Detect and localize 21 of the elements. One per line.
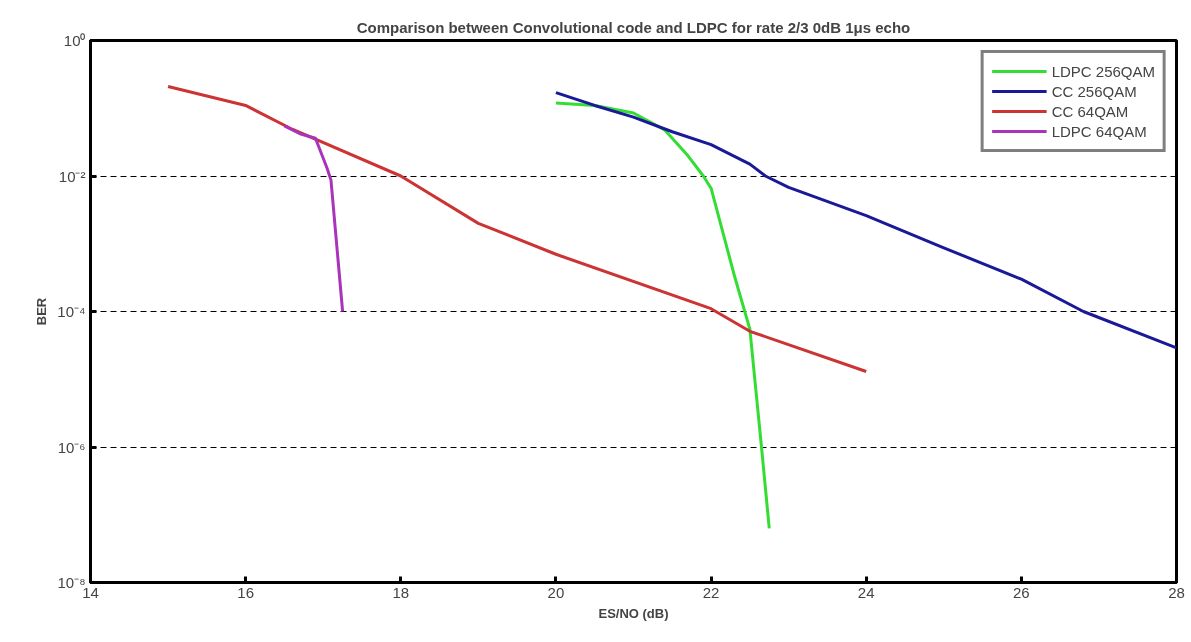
line-series bbox=[166, 84, 868, 374]
y-tick-label: 10⁰ bbox=[63, 32, 86, 49]
x-tick-label: 16 bbox=[237, 583, 254, 601]
line-series bbox=[554, 101, 771, 530]
legend-label: LDPC 64QAM bbox=[1051, 122, 1147, 140]
x-tick-label: 26 bbox=[1013, 583, 1030, 601]
chart-title: Comparison between Convolutional code and LDPC for rate 2/3 0dB 1μs echo bbox=[356, 18, 911, 36]
y-tick-label: 10⁻² bbox=[58, 167, 86, 185]
y-axis-title: BER bbox=[34, 297, 50, 326]
y-tick-label: 10⁻⁴ bbox=[57, 303, 86, 320]
x-tick-label: 28 bbox=[1168, 583, 1185, 601]
y-tick-label: 10⁻⁶ bbox=[57, 438, 86, 456]
x-tick-label: 20 bbox=[547, 583, 565, 601]
legend-label: LDPC 256QAM bbox=[1051, 62, 1155, 80]
x-tick-label: 18 bbox=[392, 583, 410, 601]
x-tick-label: 22 bbox=[702, 583, 720, 601]
legend-label: CC 256QAM bbox=[1051, 82, 1137, 100]
x-tick-label: 24 bbox=[857, 583, 875, 601]
x-axis-title: ES/NO (dB) bbox=[598, 605, 669, 621]
line-series bbox=[282, 124, 345, 313]
legend-label: CC 64QAM bbox=[1051, 102, 1129, 120]
